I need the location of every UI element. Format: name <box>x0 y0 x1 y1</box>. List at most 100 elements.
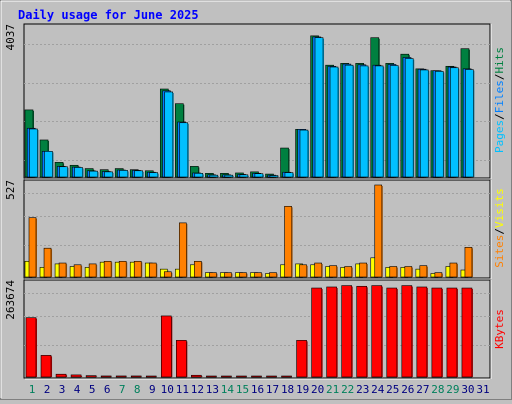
bar-sites-day-4 <box>73 264 83 278</box>
bar-pages-day-24-fill <box>374 65 384 178</box>
bar-pages-day-13-fill <box>209 174 219 178</box>
bar-pages-day-4 <box>74 167 84 178</box>
bar-sites-day-17-fill <box>269 272 277 278</box>
bar-sites-day-20 <box>314 262 323 278</box>
bar-kbytes-day-23-fill <box>356 285 368 378</box>
bar-kbytes-day-7-fill <box>115 375 127 378</box>
bar-sites-day-3 <box>58 262 68 278</box>
legend-entry: / <box>493 74 506 81</box>
bar-pages-day-3 <box>59 166 69 178</box>
legend-entry: Sites <box>493 235 506 268</box>
bar-pages-day-6-fill <box>104 171 113 178</box>
bar-kbytes-day-24 <box>371 285 383 378</box>
x-tick-label-day-25: 25 <box>386 383 399 396</box>
bar-kbytes-day-13-fill <box>206 375 217 378</box>
x-tick-label-day-9: 9 <box>149 383 156 396</box>
x-tick-label-day-20: 20 <box>311 383 324 396</box>
bar-kbytes-day-19-fill <box>296 340 307 378</box>
x-tick-label-day-16: 16 <box>251 383 264 396</box>
bar-sites-day-19-fill <box>299 264 307 278</box>
bar-sites-day-16 <box>254 272 263 278</box>
bar-pages-day-11-fill <box>179 122 189 178</box>
bar-sites-day-10 <box>163 271 173 278</box>
bar-sites-day-4-fill <box>73 264 82 278</box>
bar-pages-day-5-fill <box>89 170 98 178</box>
bar-sites-day-1 <box>28 217 37 278</box>
bar-pages-day-4-fill <box>74 167 83 178</box>
bar-kbytes-day-28-fill <box>431 287 443 378</box>
bar-sites-day-17 <box>269 272 278 278</box>
bar-kbytes-day-1-fill <box>25 317 37 378</box>
bar-kbytes-day-13 <box>206 375 217 378</box>
bar-pages-day-2-fill <box>44 151 53 178</box>
bar-kbytes-day-20 <box>311 287 323 378</box>
bar-sites-day-10-fill <box>163 271 172 278</box>
bar-sites-day-14 <box>224 272 233 278</box>
bar-kbytes-day-20-fill <box>311 287 322 378</box>
legend-entry: Hits <box>493 47 506 74</box>
bar-sites-day-26 <box>404 266 413 278</box>
bar-kbytes-day-2-fill <box>40 355 52 378</box>
bar-pages-day-20 <box>314 37 325 178</box>
bar-sites-day-24 <box>374 184 383 278</box>
bar-kbytes-day-26 <box>401 285 413 378</box>
bar-sites-day-3-fill <box>58 262 67 278</box>
x-tick-label-day-12: 12 <box>191 383 204 396</box>
bar-kbytes-day-15 <box>236 375 247 378</box>
x-tick-label-day-1: 1 <box>29 383 36 396</box>
bar-sites-day-9-fill <box>148 262 157 278</box>
bar-sites-day-1-fill <box>28 217 37 278</box>
bar-kbytes-day-5 <box>85 375 98 378</box>
bar-kbytes-day-18 <box>281 375 292 378</box>
bar-sites-day-2-fill <box>43 247 52 278</box>
panel-hits-files-pages: 4037 <box>4 23 492 180</box>
bar-kbytes-day-30-fill <box>461 287 473 378</box>
bar-pages-day-12 <box>194 173 204 178</box>
bar-sites-day-21-fill <box>329 265 337 278</box>
bar-kbytes-day-29-fill <box>446 287 458 378</box>
legend-entry: KBytes <box>493 309 506 349</box>
bar-pages-day-17 <box>269 175 279 178</box>
bar-kbytes-day-11-fill <box>176 340 187 378</box>
bar-sites-day-23-fill <box>359 262 368 278</box>
x-tick-label-day-30: 30 <box>461 383 474 396</box>
x-tick-label-day-18: 18 <box>281 383 294 396</box>
x-tick-label-day-10: 10 <box>161 383 174 396</box>
bar-sites-day-12 <box>194 260 203 278</box>
bar-sites-day-30-fill <box>464 247 473 278</box>
bar-kbytes-day-6 <box>100 375 113 378</box>
bar-kbytes-day-10 <box>160 315 173 378</box>
legend-entry: / <box>493 228 506 235</box>
x-tick-label-day-26: 26 <box>401 383 414 396</box>
bar-kbytes-day-19 <box>296 340 308 378</box>
bar-kbytes-day-27 <box>416 286 428 378</box>
bar-kbytes-day-21 <box>326 286 338 378</box>
bar-kbytes-day-25-fill <box>386 287 398 378</box>
bar-pages-day-22-fill <box>344 64 354 178</box>
legend-panel-3: KBytes <box>493 309 506 349</box>
legend-panel-2: Sites/Visits <box>493 188 506 268</box>
x-axis-day-labels: 1 2 3 4 5 6 7 8 9 10 11 12 13 14 15 16 17 18 19 20 21 22 23 24 2… <box>29 383 490 396</box>
x-tick-label-day-22: 22 <box>341 383 354 396</box>
bar-sites-day-24-fill <box>374 184 383 278</box>
bar-pages-day-30 <box>465 69 475 178</box>
bar-pages-day-23-fill <box>359 65 369 178</box>
x-tick-label-day-27: 27 <box>416 383 429 396</box>
x-tick-label-day-21: 21 <box>326 383 339 396</box>
bar-pages-day-1 <box>29 128 39 178</box>
legend-entry: Visits <box>493 188 506 228</box>
bar-pages-day-28 <box>434 71 445 178</box>
bar-pages-day-17-fill <box>269 175 279 178</box>
bar-sites-day-7-fill <box>118 260 127 278</box>
bar-sites-day-11 <box>179 222 188 278</box>
bar-kbytes-day-14 <box>221 375 232 378</box>
bar-pages-day-3-fill <box>59 166 68 178</box>
bar-pages-day-20-fill <box>314 37 324 178</box>
panel-visits-sites: 527 <box>4 179 492 280</box>
bar-kbytes-day-9-fill <box>145 375 157 378</box>
bar-pages-day-19 <box>299 129 309 178</box>
bar-pages-day-26 <box>404 58 415 178</box>
bar-sites-day-15 <box>239 272 248 278</box>
